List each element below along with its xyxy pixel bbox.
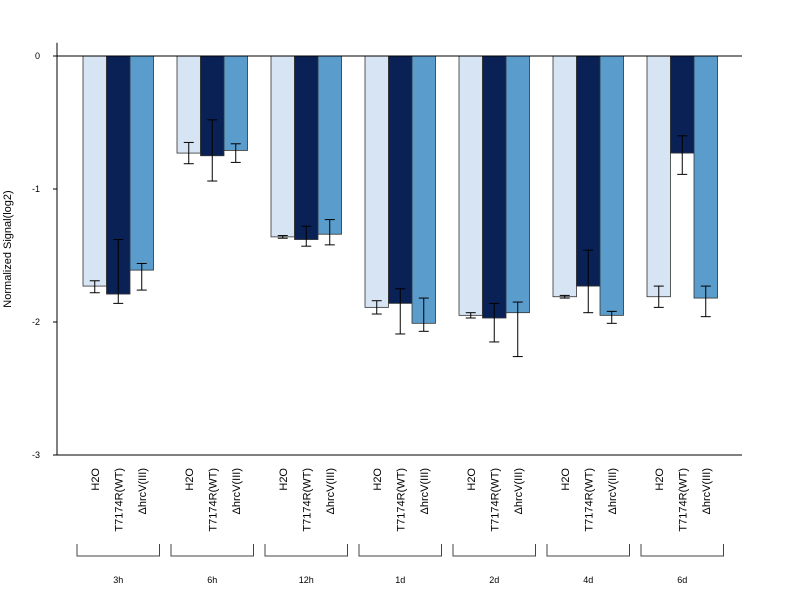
labels-layer: 0 -1 -2 -3 H2O T7174R(WT) ΔhrcV(III) 3h H2O T7174… xyxy=(32,51,713,585)
bar xyxy=(364,55,389,308)
bar xyxy=(458,55,483,316)
bar xyxy=(646,55,671,298)
bar xyxy=(82,55,107,287)
bar xyxy=(270,55,295,238)
condition-label: H2O xyxy=(372,468,384,491)
condition-label: H2O xyxy=(466,468,478,491)
y-tick-label: -3 xyxy=(32,450,40,460)
condition-label: ΔhrcV(III) xyxy=(513,468,525,514)
condition-label: T7174R(WT) xyxy=(207,468,219,532)
bar xyxy=(411,55,436,324)
bar xyxy=(482,55,507,319)
time-point-label: 12h xyxy=(299,575,314,585)
group-bracket xyxy=(170,544,254,557)
group-bracket xyxy=(358,544,442,557)
y-tick-label: -2 xyxy=(32,317,40,327)
y-tick-label: -1 xyxy=(32,184,40,194)
condition-label: T7174R(WT) xyxy=(113,468,125,532)
y-axis-label-group: Normalized Signal(log2) xyxy=(2,190,14,307)
condition-label: T7174R(WT) xyxy=(489,468,501,532)
condition-label: H2O xyxy=(90,468,102,491)
condition-label: H2O xyxy=(278,468,290,491)
time-point-label: 3h xyxy=(113,575,123,585)
bar xyxy=(505,55,530,314)
condition-label: ΔhrcV(III) xyxy=(137,468,149,514)
bar xyxy=(317,55,342,235)
time-point-label: 6h xyxy=(207,575,217,585)
group-bracket xyxy=(264,544,348,557)
condition-label: ΔhrcV(III) xyxy=(231,468,243,514)
y-axis-label: Normalized Signal(log2) xyxy=(2,190,14,307)
bar xyxy=(176,55,201,154)
bar xyxy=(129,55,154,271)
bar xyxy=(552,55,577,298)
group-bracket xyxy=(452,544,536,557)
y-tick-label: 0 xyxy=(35,51,40,61)
condition-label: T7174R(WT) xyxy=(395,468,407,532)
group-bracket xyxy=(640,544,724,557)
time-point-label: 6d xyxy=(677,575,687,585)
condition-label: ΔhrcV(III) xyxy=(701,468,713,514)
bar xyxy=(599,55,624,316)
time-point-label: 1d xyxy=(395,575,405,585)
condition-label: ΔhrcV(III) xyxy=(607,468,619,514)
condition-label: H2O xyxy=(184,468,196,491)
bars-layer xyxy=(82,55,718,324)
bar xyxy=(294,55,319,240)
time-point-label: 2d xyxy=(489,575,499,585)
condition-label: ΔhrcV(III) xyxy=(325,468,337,514)
axes-layer xyxy=(53,42,742,557)
condition-label: H2O xyxy=(654,468,666,491)
bar xyxy=(693,55,718,299)
condition-label: T7174R(WT) xyxy=(583,468,595,532)
condition-label: H2O xyxy=(560,468,572,491)
condition-label: T7174R(WT) xyxy=(677,468,689,532)
group-bracket xyxy=(76,544,160,557)
condition-label: ΔhrcV(III) xyxy=(419,468,431,514)
time-point-label: 4d xyxy=(583,575,593,585)
condition-label: T7174R(WT) xyxy=(301,468,313,532)
bar xyxy=(223,55,248,151)
bar xyxy=(388,55,413,304)
group-bracket xyxy=(546,544,630,557)
